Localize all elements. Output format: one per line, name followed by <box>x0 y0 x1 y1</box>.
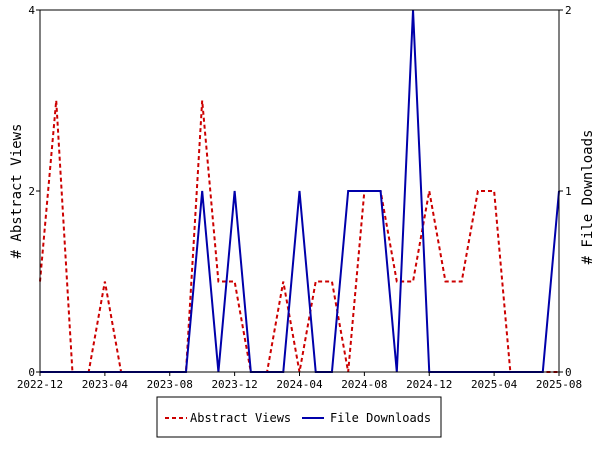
x-tick-label: 2025-04 <box>471 378 518 391</box>
x-tick-label: 2025-08 <box>536 378 582 391</box>
y-right-tick-label: 1 <box>565 185 572 198</box>
legend-box <box>156 396 442 438</box>
y-right-axis-label: # File Downloads <box>580 130 596 265</box>
x-tick-label: 2022-12 <box>17 378 63 391</box>
x-tick-label: 2024-12 <box>406 378 452 391</box>
x-tick-label: 2024-04 <box>276 378 323 391</box>
legend-label-file-downloads: File Downloads <box>330 411 431 425</box>
series-layer <box>39 9 560 373</box>
x-tick-label: 2023-08 <box>147 378 193 391</box>
legend-label-abstract-views: Abstract Views <box>190 411 291 425</box>
x-tick-label: 2023-04 <box>82 378 129 391</box>
y-left-axis-label: # Abstract Views <box>9 124 25 259</box>
y-right-tick-label: 0 <box>565 366 572 379</box>
y-left-tick-label: 2 <box>28 185 35 198</box>
x-tick-label: 2024-08 <box>341 378 387 391</box>
y-left-tick-label: 0 <box>28 366 35 379</box>
y-right-tick-label: 2 <box>565 4 572 17</box>
x-tick-label: 2023-12 <box>211 378 257 391</box>
series-line-abstract-views <box>39 100 559 373</box>
axes: 2022-12 2023-04 2023-08 2023-12 2024-04 2024-… <box>17 4 582 391</box>
legend: Abstract Views File Downloads <box>156 396 442 438</box>
y-left-tick-label: 4 <box>28 4 35 17</box>
